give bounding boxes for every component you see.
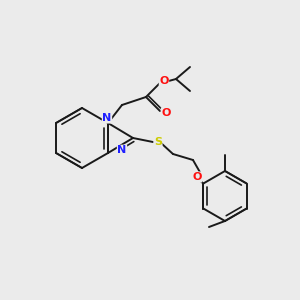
Text: O: O	[161, 108, 171, 118]
Text: O: O	[159, 76, 169, 86]
Text: S: S	[154, 137, 162, 147]
Text: O: O	[192, 172, 202, 182]
Text: N: N	[102, 113, 112, 123]
Text: N: N	[117, 145, 127, 155]
